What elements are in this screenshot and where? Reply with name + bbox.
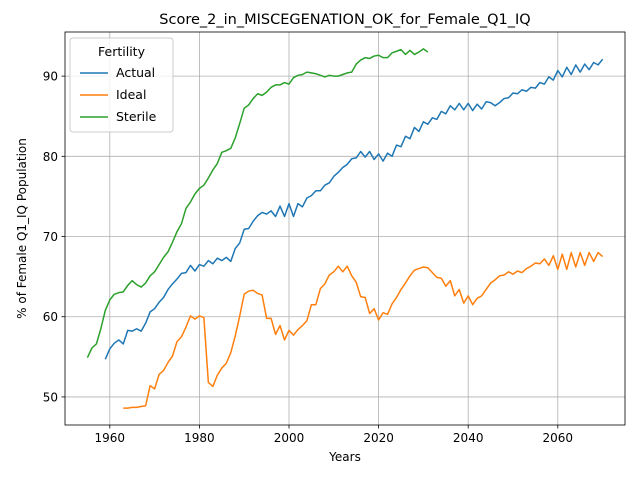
- x-axis: 1960 1980 2000 2020 2040 2060: [95, 425, 574, 445]
- y-tick-label: 50: [43, 390, 58, 404]
- x-tick-label: 2020: [363, 431, 394, 445]
- series-line-sterile: [86, 48, 429, 358]
- legend-label-ideal: Ideal: [116, 87, 146, 102]
- legend-label-sterile: Sterile: [116, 109, 157, 124]
- y-tick-label: 80: [43, 150, 58, 164]
- y-tick-label: 70: [43, 230, 58, 244]
- y-tick-label: 90: [43, 70, 58, 84]
- legend: Fertility Actual Ideal Sterile: [69, 37, 174, 133]
- series-line-actual: [104, 58, 604, 360]
- grid-lines: [65, 32, 625, 425]
- legend-items: Actual Ideal Sterile: [80, 65, 157, 124]
- x-tick-label: 2060: [543, 431, 574, 445]
- y-axis: 50 60 70 80 90: [43, 70, 65, 404]
- y-axis-label: % of Female Q1_IQ Population: [15, 138, 29, 319]
- y-tick-label: 60: [43, 310, 58, 324]
- series-line-ideal: [123, 251, 604, 409]
- legend-label-actual: Actual: [116, 65, 155, 80]
- legend-box: [69, 37, 174, 133]
- series-layer: [86, 48, 604, 409]
- x-tick-label: 2040: [453, 431, 484, 445]
- x-tick-label: 1960: [95, 431, 126, 445]
- x-tick-label: 1980: [184, 431, 215, 445]
- x-axis-label: Years: [328, 450, 361, 464]
- legend-title: Fertility: [98, 44, 146, 59]
- x-tick-label: 2000: [274, 431, 305, 445]
- plot-frame: [64, 31, 626, 426]
- chart-title: Score_2_in_MISCEGENATION_OK_for_Female_Q…: [159, 12, 530, 28]
